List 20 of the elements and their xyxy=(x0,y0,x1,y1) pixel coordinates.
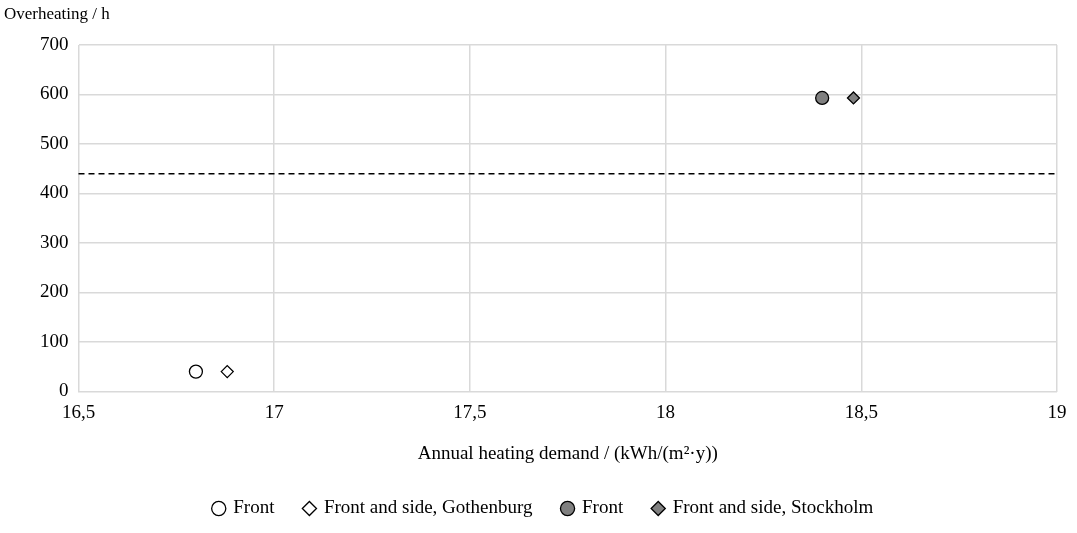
y-tick-label: 300 xyxy=(40,230,69,252)
x-tick-label: 18,5 xyxy=(844,400,878,422)
y-tick-label: 500 xyxy=(40,131,69,153)
y-tick-label: 700 xyxy=(40,32,69,54)
x-tick-label: 17 xyxy=(264,400,284,422)
legend-label: Front and side, Stockholm xyxy=(672,496,874,518)
legend-label: Front xyxy=(582,496,624,518)
x-axis-title: Annual heating demand / (kWh/(m²·y)) xyxy=(417,441,718,464)
y-tick-label: 0 xyxy=(59,379,69,401)
y-tick-label: 200 xyxy=(40,280,69,302)
y-axis-title: Overheating / h xyxy=(4,4,110,24)
x-tick-label: 18 xyxy=(656,400,676,422)
y-tick-label: 600 xyxy=(40,82,69,104)
y-tick-label: 400 xyxy=(40,181,69,203)
x-tick-label: 17,5 xyxy=(453,400,487,422)
x-tick-label: 19 xyxy=(1047,400,1067,422)
y-tick-label: 100 xyxy=(40,329,69,351)
x-tick-label: 16,5 xyxy=(61,400,96,422)
legend-label: Front and side, Gothenburg xyxy=(323,496,534,518)
legend-label: Front xyxy=(233,496,276,518)
